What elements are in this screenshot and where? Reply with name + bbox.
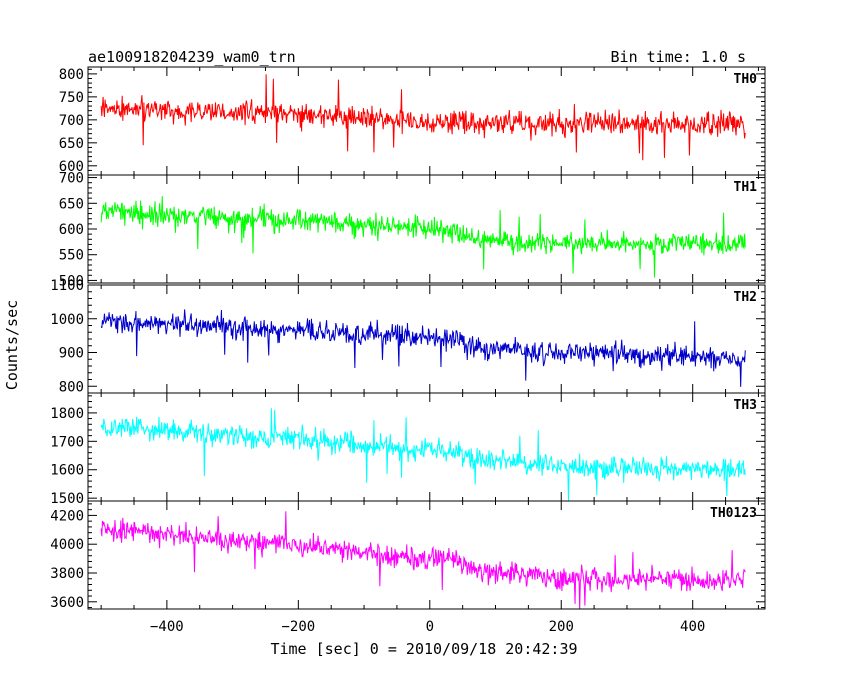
th0-series-line [100,74,746,161]
x-tick-label: 0 [426,619,434,635]
th0123-panel-frame [87,500,766,610]
th0123-y-tick-label: 3800 [50,566,84,582]
y-axis-label: Counts/sec [3,300,21,390]
th1-y-tick-label: 500 [59,273,84,289]
th3-y-tick-label: 1800 [50,406,84,422]
th2-y-tick-label: 900 [59,346,84,362]
th1-panel-frame [87,174,766,284]
x-axis-label: Time [sec] 0 = 2010/09/18 20:42:39 [270,640,577,658]
th1-y-tick-label: 650 [59,196,84,212]
chart-title: ae100918204239_wam0_trn [88,48,296,66]
x-tick-label: 200 [549,619,574,635]
x-tick-label: 400 [680,619,705,635]
bin-time-label: Bin time: 1.0 s [611,48,746,66]
th0123-y-tick-label: 3600 [50,595,84,611]
th0123-y-tick-label: 4000 [50,537,84,553]
th1-series-line [100,196,746,278]
th3-panel-label: TH3 [734,398,757,413]
x-tick-label: −400 [150,619,184,635]
th2-y-tick-label: 1000 [50,312,84,328]
th3-y-tick-label: 1700 [50,434,84,450]
th2-series-line [100,309,746,387]
th0123-series-line [100,511,746,609]
th0123-panel-label: TH0123 [710,506,757,521]
th0123-y-tick-label: 4200 [50,508,84,524]
x-tick-label: −200 [281,619,315,635]
th3-y-tick-label: 1500 [50,491,84,507]
th0-panel-label: TH0 [734,72,758,87]
th2-y-tick-label: 1100 [50,278,84,294]
panels-group: 600 650 700 750 800 TH0 500 550 600 650 700 TH1 800 9… [50,66,766,635]
th2-y-tick-label: 800 [59,379,84,395]
th1-panel-label: TH1 [734,180,758,195]
th2-panel-label: TH2 [734,290,757,305]
th0-y-tick-label: 650 [59,136,84,152]
th3-y-tick-label: 1600 [50,463,84,479]
th0-y-tick-label: 750 [59,90,84,106]
th0-y-tick-label: 800 [59,67,84,83]
th1-y-tick-label: 700 [59,171,84,187]
th0-y-tick-label: 700 [59,113,84,129]
th1-y-tick-label: 550 [59,248,84,264]
th0-y-tick-label: 600 [59,159,84,175]
th3-series-line [100,408,746,501]
th1-y-tick-label: 600 [59,222,84,238]
